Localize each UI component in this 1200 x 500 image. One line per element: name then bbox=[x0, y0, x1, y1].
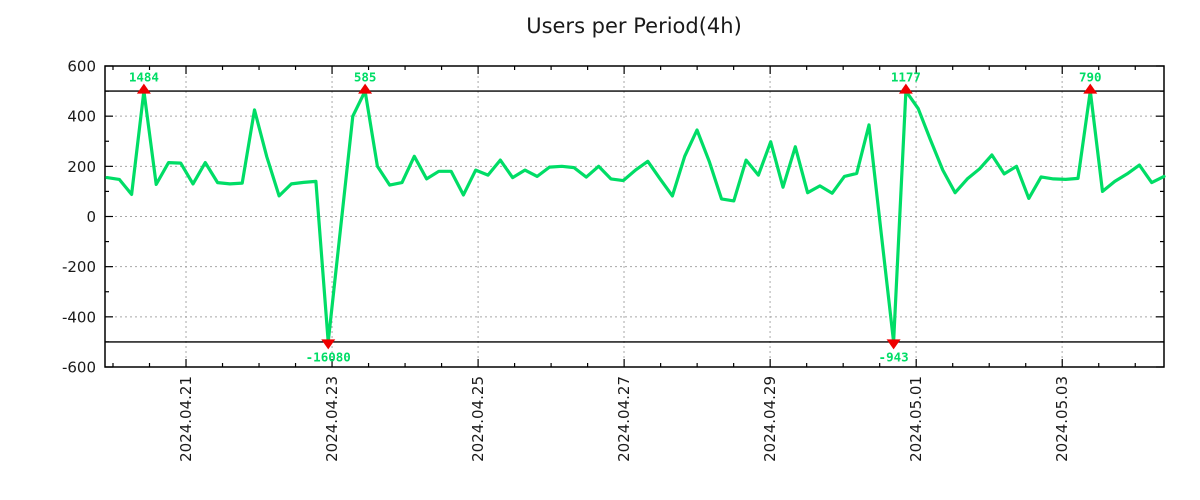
peak-marker-triangle bbox=[1083, 83, 1098, 94]
axis-ticks-group bbox=[105, 65, 1164, 368]
y-tick-label: 600 bbox=[67, 58, 96, 76]
peak-value-label: 790 bbox=[1079, 70, 1102, 85]
peak-value-label: 1177 bbox=[891, 70, 921, 85]
peak-marker-triangle bbox=[358, 83, 373, 94]
y-tick-label: -400 bbox=[62, 308, 96, 326]
axis-labels-group: -600 -400 -200 0 200 400 600 2024.04.21 2024.04.… bbox=[62, 58, 1071, 462]
trough-marker-triangle bbox=[886, 339, 901, 350]
data-series-group bbox=[105, 89, 1166, 344]
peak-marker-triangle bbox=[898, 83, 913, 94]
clip-lines-group bbox=[105, 90, 1164, 343]
x-tick-label: 2024.04.27 bbox=[615, 376, 633, 462]
y-tick-label: -600 bbox=[62, 359, 96, 377]
x-tick-label: 2024.04.25 bbox=[469, 376, 487, 462]
peak-marker-triangle bbox=[136, 83, 151, 94]
users-series-line bbox=[105, 89, 1166, 344]
trough-marker-triangle bbox=[321, 339, 336, 350]
x-tick-label: 2024.05.03 bbox=[1053, 376, 1071, 462]
peak-value-label: 1484 bbox=[129, 70, 159, 85]
y-tick-label: 400 bbox=[67, 108, 96, 126]
y-tick-label: 200 bbox=[67, 158, 96, 176]
x-tick-label: 2024.04.21 bbox=[177, 376, 195, 462]
trough-value-label: -943 bbox=[879, 349, 909, 364]
chart-title: Users per Period(4h) bbox=[526, 14, 742, 38]
x-tick-label: 2024.05.01 bbox=[907, 376, 925, 462]
trough-value-label: -16080 bbox=[306, 349, 351, 364]
gridlines-group bbox=[105, 66, 1164, 367]
extreme-markers-group: 1484 -16080 585 -943 1177 790 bbox=[129, 70, 1102, 365]
y-tick-label: -200 bbox=[62, 258, 96, 276]
y-tick-label: 0 bbox=[86, 208, 96, 226]
x-tick-label: 2024.04.29 bbox=[761, 376, 779, 462]
peak-value-label: 585 bbox=[354, 70, 377, 85]
x-tick-label: 2024.04.23 bbox=[323, 376, 341, 462]
